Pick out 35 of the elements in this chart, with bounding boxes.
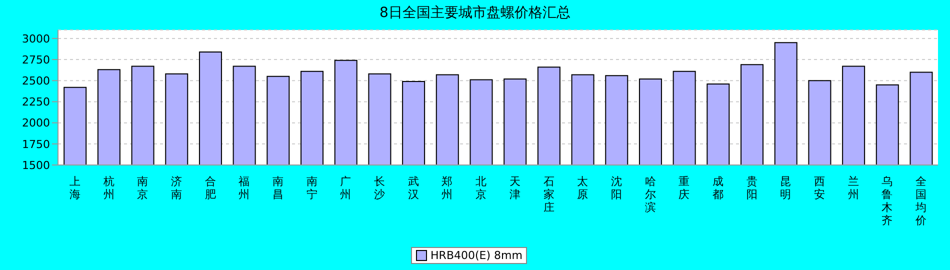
y-tick-label: 1750 xyxy=(22,138,50,151)
y-tick-label: 1500 xyxy=(22,158,50,172)
legend-label: HRB400(E) 8mm xyxy=(410,247,528,264)
x-tick-label: 昆明 xyxy=(780,175,792,201)
x-tick-label: 石家庄 xyxy=(543,175,554,214)
y-tick-label: 2000 xyxy=(22,116,50,130)
x-tick-label: 广州 xyxy=(340,175,352,201)
x-tick-label: 沈阳 xyxy=(610,175,622,201)
x-tick-label: 成都 xyxy=(712,175,724,201)
x-tick-label: 太原 xyxy=(577,175,588,201)
x-tick-label: 兰州 xyxy=(848,175,859,201)
y-tick-label: 2750 xyxy=(22,53,50,66)
x-tick-label: 哈尔滨 xyxy=(644,175,656,214)
x-tick-label: 杭州 xyxy=(102,175,114,201)
x-tick-label: 上海 xyxy=(69,175,80,201)
x-tick-label: 西安 xyxy=(814,175,826,201)
x-tick-label: 天津 xyxy=(509,175,520,201)
x-tick-label: 合肥 xyxy=(204,175,216,201)
x-tick-label: 南京 xyxy=(137,175,148,201)
y-tick-label: 2250 xyxy=(22,96,50,109)
x-tick-label: 南昌 xyxy=(272,175,284,201)
x-tick-label: 长沙 xyxy=(374,175,386,201)
x-tick-label: 北京 xyxy=(476,175,487,201)
y-tick-label: 2500 xyxy=(22,74,50,88)
chart-title: 8日全国主要城市盘螺价格汇总 xyxy=(378,4,572,22)
x-tick-label: 济南 xyxy=(170,175,182,201)
y-tick-label: 3000 xyxy=(22,32,50,46)
x-tick-label: 福州 xyxy=(238,175,250,201)
x-tick-label: 重庆 xyxy=(678,175,690,201)
x-tick-label: 郑州 xyxy=(442,175,453,201)
x-tick-label: 乌鲁木齐 xyxy=(882,175,893,227)
x-tick-label: 贵阳 xyxy=(746,175,758,201)
x-tick-label: 武汉 xyxy=(408,175,419,201)
x-tick-label: 南宁 xyxy=(306,175,318,201)
x-tick-label: 全国均价 xyxy=(914,175,927,227)
